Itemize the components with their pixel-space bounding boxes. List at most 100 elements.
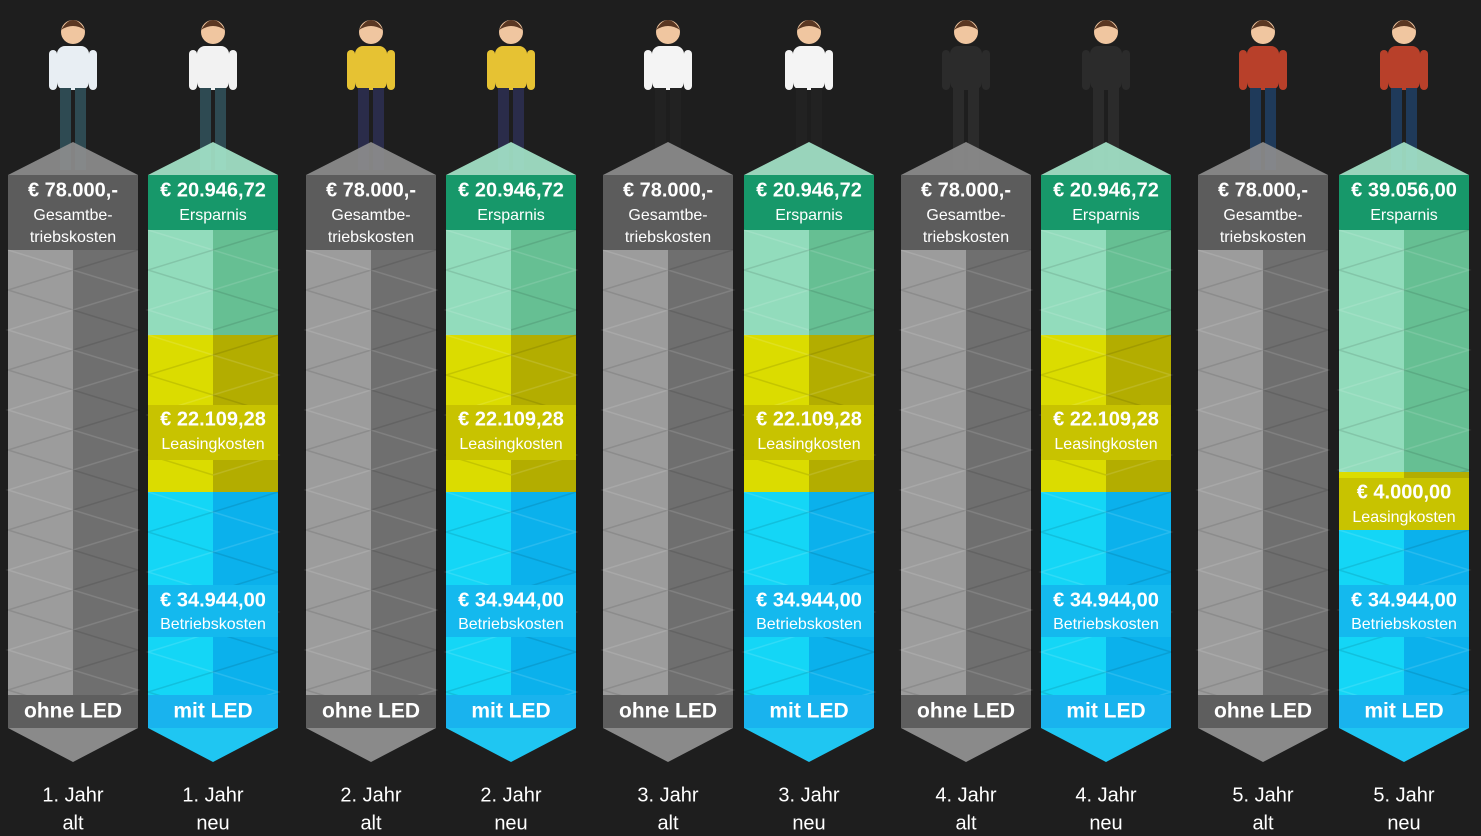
savings-amount: € 39.056,00 [1351, 179, 1457, 201]
total-amount: € 78.000,- [1218, 179, 1308, 201]
arm [89, 50, 97, 90]
arm [1082, 50, 1090, 90]
leasing-amount: € 22.109,28 [160, 408, 266, 430]
total-caption: triebskosten [625, 229, 711, 246]
arm [189, 50, 197, 90]
column-bottom [446, 728, 576, 762]
leasing-amount: € 4.000,00 [1357, 481, 1452, 503]
total-caption: Gesamtbe- [926, 207, 1005, 224]
column-top [603, 142, 733, 175]
operating-amount: € 34.944,00 [1351, 589, 1457, 611]
footer-label: ohne LED [917, 700, 1015, 723]
column-bottom [1198, 728, 1328, 762]
arm [982, 50, 990, 90]
leasing-amount: € 22.109,28 [1053, 408, 1159, 430]
leasing-amount: € 22.109,28 [458, 408, 564, 430]
year-label: 4. Jahr [935, 784, 996, 806]
arm [1420, 50, 1428, 90]
arm [825, 50, 833, 90]
arm [644, 50, 652, 90]
total-amount: € 78.000,- [921, 179, 1011, 201]
column-top [8, 142, 138, 175]
total-amount: € 78.000,- [326, 179, 416, 201]
torso [652, 46, 684, 90]
total-caption: triebskosten [328, 229, 414, 246]
arm [49, 50, 57, 90]
leasing-caption: Leasingkosten [757, 436, 860, 453]
torso [1090, 46, 1122, 90]
total-caption: Gesamtbe- [628, 207, 707, 224]
operating-caption: Betriebskosten [756, 616, 862, 633]
age-label: neu [1089, 812, 1122, 834]
arm [347, 50, 355, 90]
footer-label: ohne LED [619, 700, 717, 723]
leasing-caption: Leasingkosten [161, 436, 264, 453]
age-label: neu [1387, 812, 1420, 834]
column-top [1198, 142, 1328, 175]
infographic: € 78.000,- Gesamtbe-triebskosten ohne LED 1… [0, 0, 1481, 836]
age-label: neu [494, 812, 527, 834]
year-label: 2. Jahr [340, 784, 401, 806]
column-top [148, 142, 278, 175]
arm [1279, 50, 1287, 90]
operating-caption: Betriebskosten [1053, 616, 1159, 633]
column-top [901, 142, 1031, 175]
age-label: neu [792, 812, 825, 834]
torso [197, 46, 229, 90]
footer-label: mit LED [1364, 700, 1443, 723]
savings-amount: € 20.946,72 [756, 179, 862, 201]
torso [793, 46, 825, 90]
column-top [1041, 142, 1171, 175]
operating-amount: € 34.944,00 [1053, 589, 1159, 611]
footer-label: mit LED [769, 700, 848, 723]
age-label: alt [955, 812, 977, 834]
year-label: 5. Jahr [1232, 784, 1293, 806]
column-bottom [148, 728, 278, 762]
column-bottom [744, 728, 874, 762]
year-label: 5. Jahr [1373, 784, 1434, 806]
arm [684, 50, 692, 90]
age-label: alt [657, 812, 679, 834]
column-bottom [603, 728, 733, 762]
arm [942, 50, 950, 90]
arm [785, 50, 793, 90]
year-label: 3. Jahr [637, 784, 698, 806]
savings-amount: € 20.946,72 [458, 179, 564, 201]
footer-label: mit LED [471, 700, 550, 723]
year-label: 1. Jahr [182, 784, 243, 806]
operating-caption: Betriebskosten [160, 616, 266, 633]
year-label: 2. Jahr [480, 784, 541, 806]
savings-amount: € 20.946,72 [160, 179, 266, 201]
savings-caption: Ersparnis [775, 207, 843, 224]
year-label: 4. Jahr [1075, 784, 1136, 806]
arm [1122, 50, 1130, 90]
total-caption: triebskosten [1220, 229, 1306, 246]
total-caption: Gesamtbe- [1223, 207, 1302, 224]
arm [387, 50, 395, 90]
savings-caption: Ersparnis [1072, 207, 1140, 224]
savings-caption: Ersparnis [1370, 207, 1438, 224]
year-label: 1. Jahr [42, 784, 103, 806]
column-bottom [306, 728, 436, 762]
arm [1380, 50, 1388, 90]
operating-amount: € 34.944,00 [160, 589, 266, 611]
footer-label: mit LED [173, 700, 252, 723]
arm [1239, 50, 1247, 90]
column-bottom [901, 728, 1031, 762]
arm [229, 50, 237, 90]
torso [1388, 46, 1420, 90]
torso [495, 46, 527, 90]
footer-label: ohne LED [1214, 700, 1312, 723]
operating-caption: Betriebskosten [458, 616, 564, 633]
savings-amount: € 20.946,72 [1053, 179, 1159, 201]
footer-label: ohne LED [322, 700, 420, 723]
age-label: alt [360, 812, 382, 834]
arm [527, 50, 535, 90]
total-caption: triebskosten [30, 229, 116, 246]
leasing-amount: € 22.109,28 [756, 408, 862, 430]
total-caption: Gesamtbe- [33, 207, 112, 224]
operating-caption: Betriebskosten [1351, 616, 1457, 633]
torso [950, 46, 982, 90]
arm [487, 50, 495, 90]
footer-label: ohne LED [24, 700, 122, 723]
